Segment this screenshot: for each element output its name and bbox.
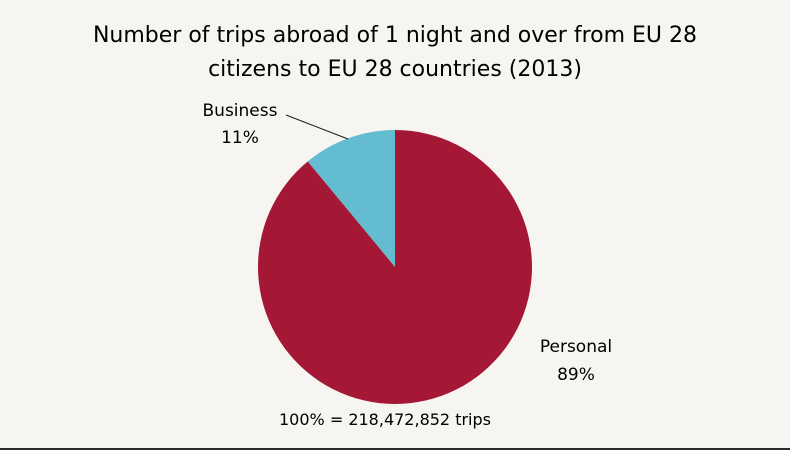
business-label: Business [203, 101, 278, 121]
chart-title-line-1: Number of trips abroad of 1 night and ov… [93, 23, 697, 48]
total-note: 100% = 218,472,852 trips [279, 410, 491, 429]
business-value-label: 11% [221, 128, 259, 148]
pie-slices [258, 130, 532, 404]
chart-title-line-2: citizens to EU 28 countries (2013) [208, 57, 582, 82]
pie-slice-business [307, 130, 395, 267]
business-leader-line [285, 114, 349, 140]
pie-slice-personal [258, 130, 532, 404]
personal-value-label: 89% [557, 365, 595, 385]
personal-label: Personal [540, 337, 612, 357]
bottom-divider [0, 448, 790, 450]
